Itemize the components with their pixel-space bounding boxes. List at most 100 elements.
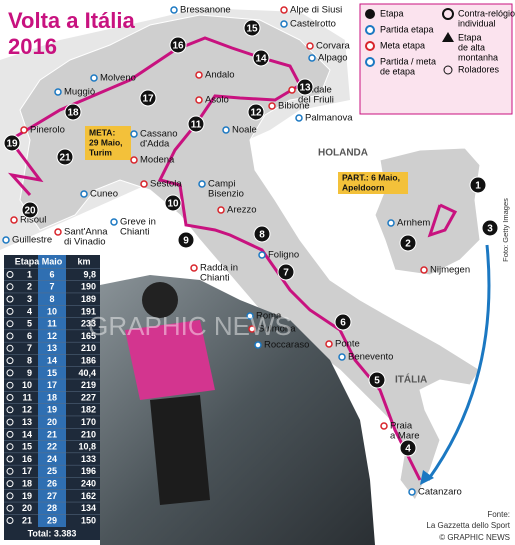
- table-cell: 2: [27, 282, 32, 292]
- stage-marker: [399, 439, 417, 457]
- transfer-arrow: [426, 244, 491, 481]
- place-dot: [308, 54, 316, 62]
- place-dot: [190, 264, 198, 272]
- finish-callout: [85, 126, 131, 160]
- stage-number: 3: [487, 224, 493, 235]
- place-label: Catanzaro: [418, 487, 462, 498]
- place-dot: [110, 218, 118, 226]
- table-cell: 4: [27, 306, 32, 316]
- place-label: Pinerolo: [30, 125, 65, 136]
- table-cell: 18: [22, 478, 32, 488]
- stage-marker: [169, 36, 187, 54]
- stage-marker: [187, 115, 205, 133]
- table-cell: 20: [47, 417, 57, 427]
- table-cell: 14: [22, 429, 32, 439]
- place-dot: [258, 251, 266, 259]
- place-dot: [295, 114, 303, 122]
- stage-number: 10: [167, 199, 179, 210]
- place-dot: [20, 126, 28, 134]
- table-cell: 27: [47, 491, 57, 501]
- table-icon: [6, 295, 14, 303]
- stage-number: 19: [6, 139, 18, 150]
- stage-marker: [277, 263, 295, 281]
- stage-marker: [177, 231, 195, 249]
- stage-number: 8: [259, 230, 265, 241]
- table-cell: 10: [22, 380, 32, 390]
- table-cell: 11: [22, 392, 32, 402]
- stage-number: 4: [405, 444, 411, 455]
- place-label: Cassano: [140, 129, 178, 140]
- table-cell: 227: [81, 392, 96, 402]
- place-dot: [408, 488, 416, 496]
- table-icon: [6, 344, 14, 352]
- table-cell: 24: [47, 454, 57, 464]
- photo-helmet: [142, 282, 178, 318]
- table-total: Total: 3.383: [28, 528, 77, 538]
- place-dot: [195, 96, 203, 104]
- place-dot: [420, 266, 428, 274]
- country-label: HOLANDA: [318, 148, 368, 159]
- place-label: Risoul: [20, 215, 46, 226]
- start-callout: [338, 172, 408, 194]
- place-dot: [10, 216, 18, 224]
- place-label: Cividale: [298, 85, 332, 96]
- table-cell: 10: [47, 306, 57, 316]
- country-label: ITÁLIA: [395, 373, 427, 386]
- stage-marker: [243, 19, 261, 37]
- stage-marker: [56, 148, 74, 166]
- finish-callout-text: Turim: [89, 147, 112, 157]
- table-cell: 21: [22, 515, 32, 525]
- place-label: Modena: [140, 155, 175, 166]
- table-icon: [6, 357, 14, 365]
- table-cell: 3: [27, 294, 32, 304]
- table-icon: [6, 517, 14, 524]
- table-cell: 28: [47, 503, 57, 513]
- table-icon: [6, 381, 14, 389]
- place-label: Arezzo: [227, 205, 257, 216]
- table-cell: 210: [81, 343, 96, 353]
- table-icon: [6, 455, 14, 463]
- table-cell: 29: [47, 515, 57, 525]
- stage-number: 5: [374, 376, 380, 387]
- table-cell: 25: [47, 466, 57, 476]
- stage-number: 20: [24, 206, 36, 217]
- stage-number: 9: [183, 236, 189, 247]
- table-cell: 233: [81, 319, 96, 329]
- place-label: Cuneo: [90, 189, 118, 200]
- table-cell: 19: [22, 491, 32, 501]
- finish-callout-text: 29 Maio,: [89, 137, 123, 147]
- place-dot: [325, 340, 333, 348]
- place-label: Bisenzio: [208, 189, 244, 200]
- stage-number: 11: [191, 120, 202, 131]
- place-label: Guillestre: [12, 235, 52, 246]
- place-dot: [2, 236, 10, 244]
- table-cell: 15: [47, 368, 57, 378]
- stage-marker: [253, 225, 271, 243]
- table-header: Maio: [42, 256, 63, 266]
- stage-number: 2: [405, 239, 411, 250]
- legend-label: individual: [458, 18, 496, 28]
- table-cell: 8: [27, 355, 32, 365]
- stage-marker: [368, 371, 386, 389]
- stage-marker: [139, 89, 157, 107]
- stage-marker: [21, 201, 39, 219]
- stage-number: 17: [142, 94, 154, 105]
- place-label: Radda in: [200, 263, 238, 274]
- table-cell: 133: [81, 454, 96, 464]
- place-dot: [380, 422, 388, 430]
- place-dot: [280, 6, 288, 14]
- place-label: Chianti: [120, 227, 150, 238]
- table-icon: [6, 467, 14, 475]
- table-cell: 5: [27, 319, 32, 329]
- table-header: km: [77, 256, 90, 266]
- place-dot: [248, 325, 256, 333]
- table-cell: 17: [47, 380, 57, 390]
- stage-marker: [296, 78, 314, 96]
- table-icon: [6, 369, 14, 377]
- place-dot: [254, 341, 262, 349]
- table-cell: 13: [47, 343, 57, 353]
- stage-marker: [64, 103, 82, 121]
- place-label: di Vinadio: [64, 237, 106, 248]
- table-cell: 20: [22, 503, 32, 513]
- table-cell: 19: [47, 405, 57, 415]
